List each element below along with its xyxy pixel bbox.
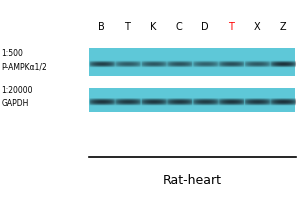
- Text: K: K: [150, 22, 156, 32]
- Text: Z: Z: [279, 22, 286, 32]
- Text: Rat-heart: Rat-heart: [163, 173, 221, 186]
- Text: GAPDH: GAPDH: [2, 99, 29, 108]
- FancyBboxPatch shape: [88, 88, 296, 112]
- FancyBboxPatch shape: [88, 48, 296, 76]
- Text: T: T: [124, 22, 130, 32]
- Text: D: D: [201, 22, 209, 32]
- Text: T: T: [228, 22, 234, 32]
- Text: C: C: [176, 22, 182, 32]
- Text: 1:500: 1:500: [2, 48, 23, 58]
- Text: P-AMPKα1/2: P-AMPKα1/2: [2, 63, 47, 72]
- Text: B: B: [98, 22, 105, 32]
- Text: 1:20000: 1:20000: [2, 86, 33, 95]
- Text: X: X: [254, 22, 260, 32]
